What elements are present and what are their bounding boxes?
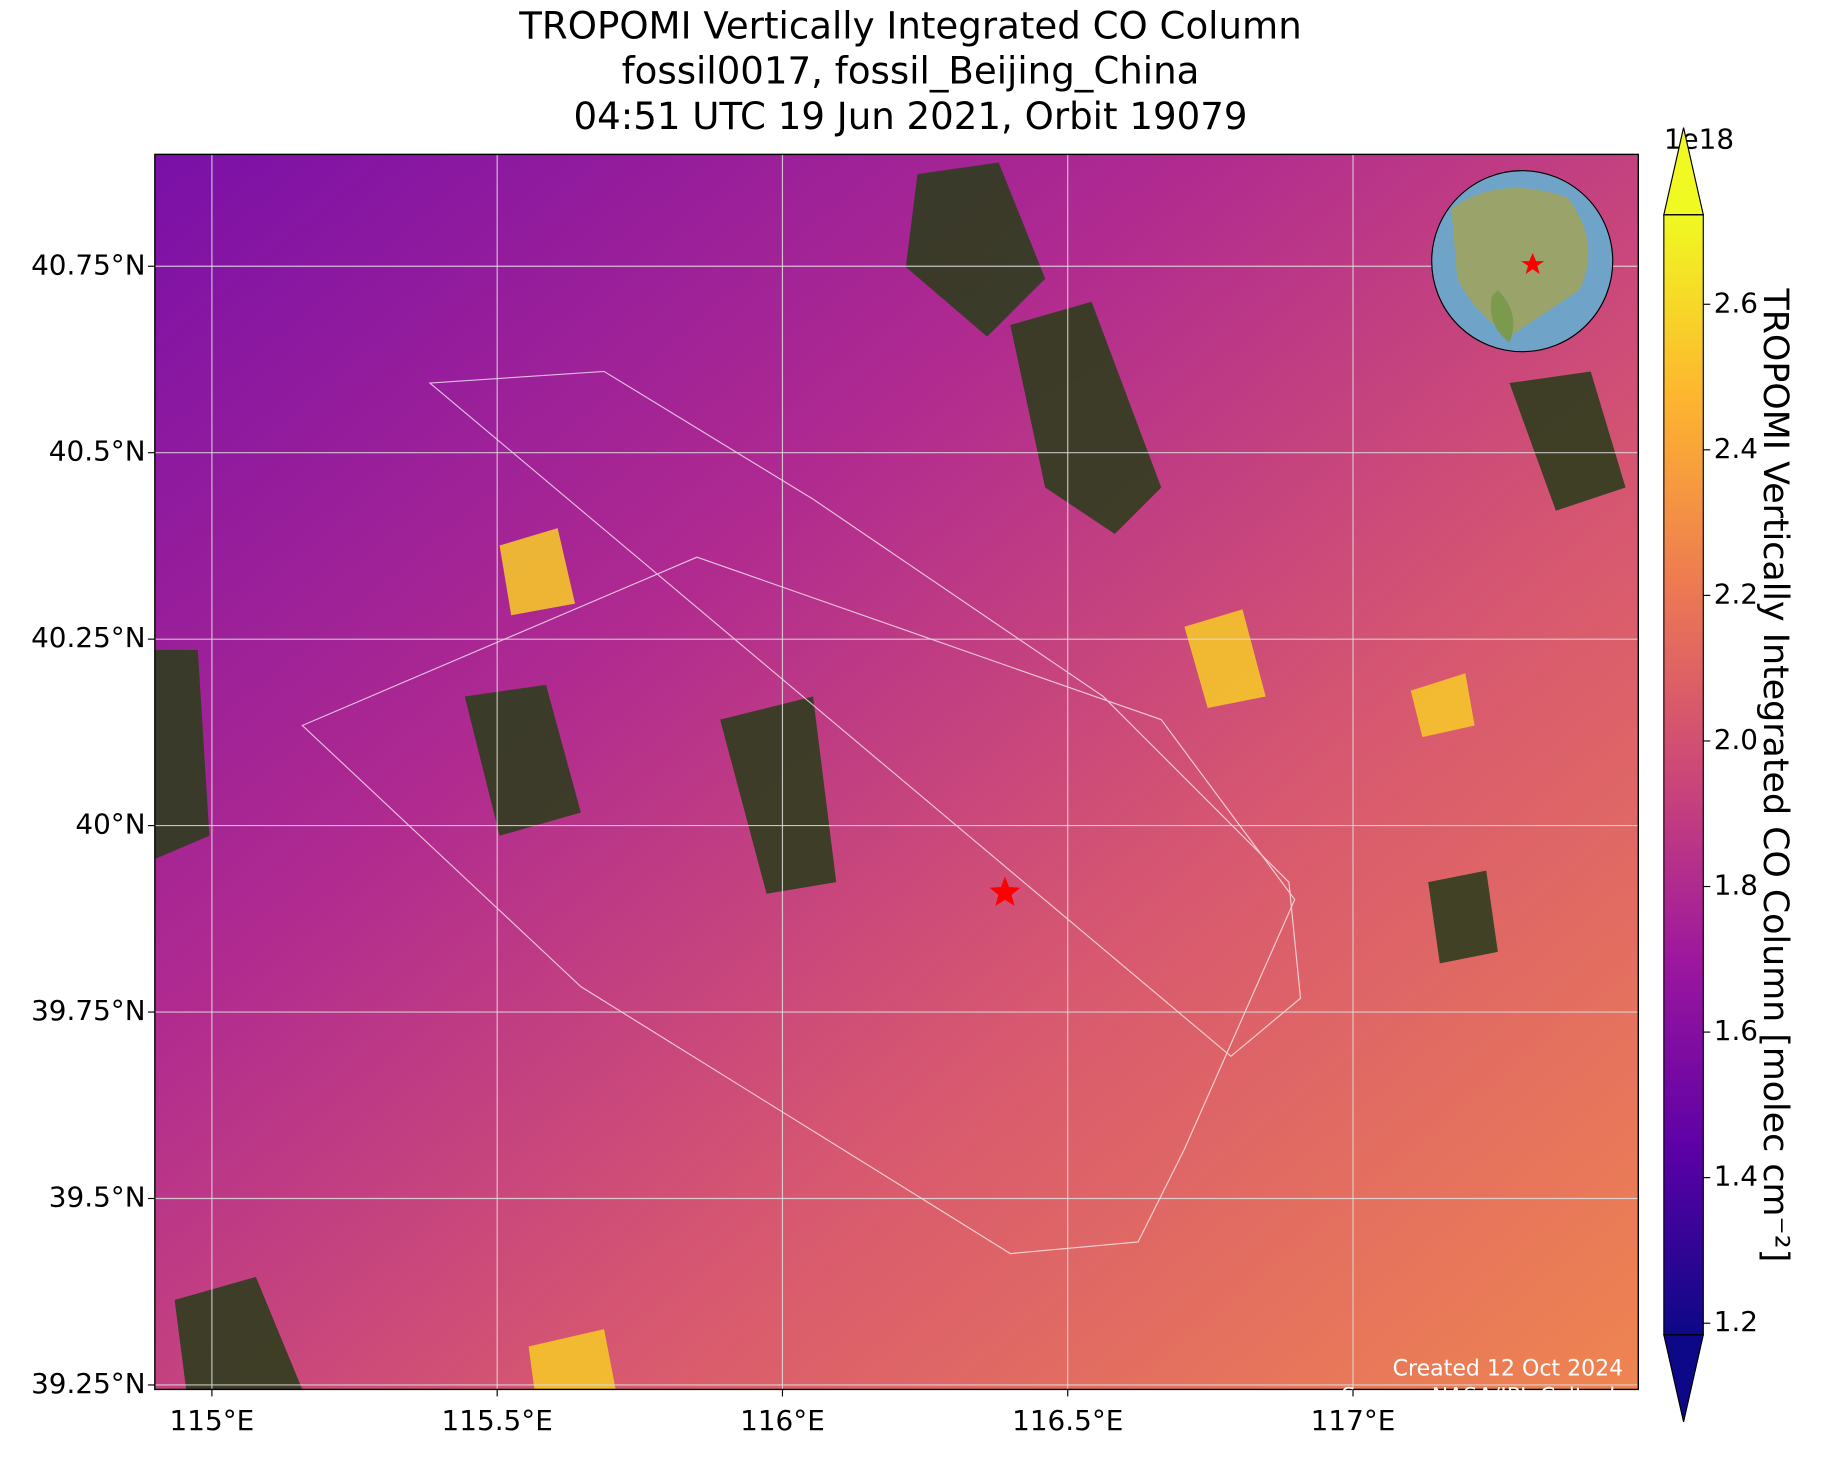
plot-frame (154, 153, 1639, 1391)
footer-text: Created 12 Oct 2024 (1393, 1357, 1624, 1382)
y-tick-label: 39.75°N (31, 994, 145, 1027)
colorbar (1663, 214, 1704, 1335)
x-tick-label: 116°E (740, 1404, 825, 1437)
grid (154, 154, 1639, 1390)
colorbar-tick-label: 2.0 (1714, 723, 1758, 756)
colorbar-extend-bottom (1663, 1334, 1705, 1423)
colorbar-tick-label: 1.6 (1714, 1014, 1758, 1047)
inset-globe (1431, 170, 1614, 353)
colorbar-tick-label: 1.4 (1714, 1160, 1758, 1193)
colorbar-tick-label: 2.6 (1714, 286, 1758, 319)
y-tick-label: 40°N (75, 808, 145, 841)
x-tick-label: 115.5°E (442, 1404, 553, 1437)
colorbar-tick-label: 2.2 (1714, 577, 1758, 610)
colorbar-tick-label: 2.4 (1714, 432, 1758, 465)
y-tick-label: 39.5°N (49, 1181, 146, 1214)
x-tick-label: 116.5°E (1012, 1404, 1123, 1437)
y-tick-label: 39.25°N (31, 1367, 145, 1400)
x-tick-label: 117°E (1311, 1404, 1396, 1437)
y-tick-label: 40.5°N (49, 435, 146, 468)
site-marker (989, 876, 1021, 906)
colorbar-tick-label: 1.2 (1714, 1305, 1758, 1338)
colorbar-frame (1663, 214, 1704, 1336)
colorbar-exponent: 1e18 (1664, 122, 1734, 155)
map-background (154, 154, 1639, 1390)
title-line: 04:51 UTC 19 Jun 2021, Orbit 19079 (574, 95, 1248, 138)
colorbar-tick-label: 1.8 (1714, 869, 1758, 902)
footer-text: Source: NASA/JPL-Caltech (1342, 1385, 1624, 1410)
y-tick-label: 40.25°N (31, 621, 145, 654)
x-tick-label: 115°E (170, 1404, 255, 1437)
title-line: TROPOMI Vertically Integrated CO Column (518, 4, 1301, 47)
title-line: fossil0017, fossil_Beijing_China (622, 50, 1200, 93)
y-tick-label: 40.75°N (31, 248, 145, 281)
colorbar-label: TROPOMI Vertically Integrated CO Column … (1755, 287, 1795, 1262)
